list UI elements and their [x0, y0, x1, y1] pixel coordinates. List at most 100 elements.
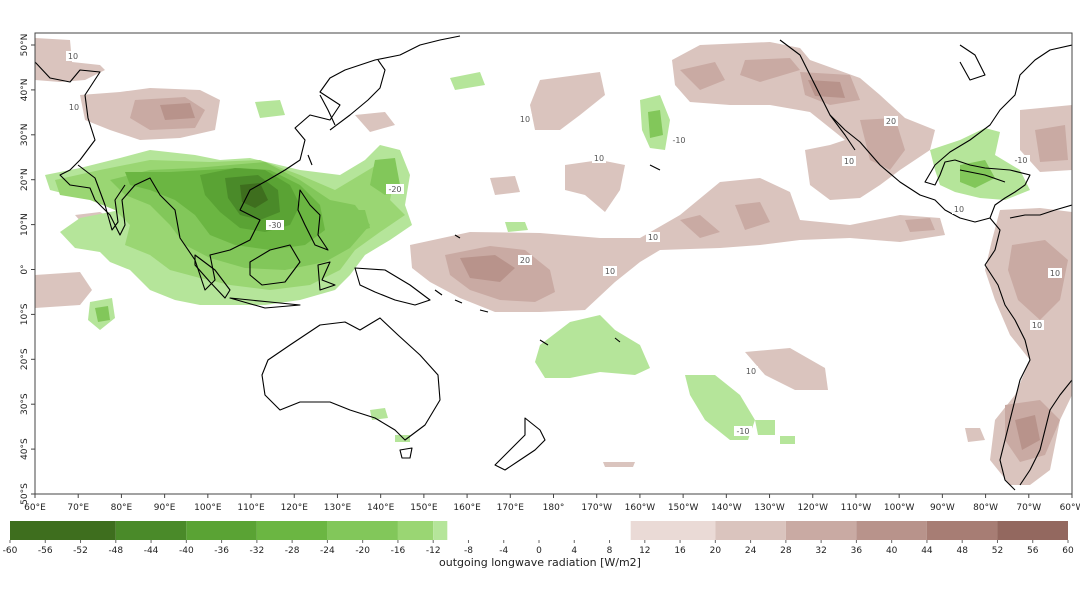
coastline-north-america — [779, 39, 1072, 223]
colorbar-title: outgoing longwave radiation [W/m2] — [439, 556, 641, 569]
coastline-india — [77, 164, 126, 231]
coastline-taiwan — [307, 154, 313, 166]
colorbar-label: 4 — [571, 546, 577, 556]
coastline-islands — [434, 164, 661, 346]
colorbar-label: 12 — [639, 546, 650, 556]
coastline-sulawesi — [317, 261, 336, 291]
contour-label: -10 — [736, 427, 749, 436]
colorbar-label: 40 — [886, 546, 898, 556]
coastline-south-america — [984, 204, 1072, 491]
anomaly-region — [965, 428, 985, 442]
lat-tick-label: 20°S — [20, 348, 30, 370]
contour-label: -10 — [1014, 156, 1027, 165]
anomaly-region — [370, 408, 388, 420]
colorbar-label: -44 — [144, 546, 159, 556]
lon-tick-label: 140°E — [367, 503, 395, 513]
coastline-japan — [329, 59, 386, 131]
colorbar-label: -36 — [214, 546, 229, 556]
anomaly-region — [565, 160, 625, 212]
lat-tick-label: 50°N — [20, 34, 30, 57]
colorbar-label: 20 — [710, 546, 722, 556]
anomaly-region — [490, 176, 520, 195]
anomaly-region — [780, 436, 795, 444]
lon-tick-label: 80°W — [973, 503, 998, 513]
colorbar-swatch — [115, 521, 187, 540]
anomaly-region — [340, 210, 370, 235]
anomaly-region — [740, 58, 800, 82]
lon-tick-label: 110°E — [237, 503, 265, 513]
contour-label: 10 — [746, 367, 756, 376]
colorbar-label: 32 — [815, 546, 826, 556]
colorbar-swatch — [630, 521, 716, 540]
lon-tick-label: 150°W — [668, 503, 699, 513]
lat-tick-label: 10°N — [20, 213, 30, 236]
lon-tick-label: 100°E — [194, 503, 222, 513]
lon-tick-label: 70°W — [1016, 503, 1041, 513]
anomaly-region — [735, 202, 770, 230]
colorbar-label: 56 — [1027, 546, 1039, 556]
colorbar-label: 16 — [674, 546, 686, 556]
lon-tick-label: 160°E — [453, 503, 481, 513]
contour-label: 10 — [954, 205, 964, 214]
lon-tick-label: 100°W — [884, 503, 915, 513]
lon-tick-label: 170°W — [581, 503, 612, 513]
anomaly-region — [860, 118, 905, 170]
contour-label: -20 — [388, 185, 401, 194]
contour-label: 20 — [520, 256, 530, 265]
coastline-cuba — [959, 169, 1006, 183]
lon-tick-label: 80°E — [111, 503, 133, 513]
lat-tick-label: 20°N — [20, 168, 30, 191]
colorbar-swatch — [997, 521, 1068, 540]
lon-tick-label: 60°W — [1060, 503, 1080, 513]
colorbar-label: -40 — [179, 546, 194, 556]
anomaly-region — [905, 218, 935, 232]
colorbar-label: 8 — [607, 546, 613, 556]
colorbar-swatch — [327, 521, 398, 540]
contour-label: -30 — [268, 221, 281, 230]
colorbar-label: 24 — [745, 546, 757, 556]
latitude-axis: 50°N 40°N 30°N 20°N 10°N 0° 10°S 20°S 30°S 40°S 50… — [20, 34, 35, 505]
contour-label: -10 — [672, 136, 685, 145]
contour-label: 10 — [648, 233, 658, 242]
lat-tick-label: 40°N — [20, 79, 30, 102]
colorbar-swatch — [926, 521, 998, 540]
contour-label: 10 — [1050, 269, 1060, 278]
anomaly-region — [680, 62, 725, 90]
colorbar-label: 28 — [780, 546, 792, 556]
lat-tick-label: 40°S — [20, 438, 30, 460]
contour-label: 10 — [69, 103, 79, 112]
colorbar-label: -20 — [355, 546, 370, 556]
colorbar-swatch — [397, 521, 434, 540]
lon-tick-label: 60°E — [24, 503, 46, 513]
anomaly-region — [530, 72, 605, 130]
colorbar-swatch — [433, 521, 448, 540]
anomaly-region — [1008, 240, 1068, 320]
colorbar-swatch — [186, 521, 257, 540]
colorbar-label: -32 — [250, 546, 265, 556]
coastlines — [35, 35, 1072, 491]
lon-tick-label: 160°W — [625, 503, 656, 513]
lon-tick-label: 150°E — [410, 503, 438, 513]
lon-tick-label: 70°E — [67, 503, 89, 513]
colorbar-label: -12 — [426, 546, 441, 556]
contour-labels: 10 10 10 -10 10 -20 -30 10 20 10 20 10 -… — [66, 51, 1062, 436]
positive-anomaly-regions — [35, 38, 1072, 485]
lat-tick-label: 10°S — [20, 303, 30, 325]
colorbar-label: -48 — [108, 546, 123, 556]
lat-tick-label: 0° — [20, 264, 30, 274]
lat-tick-label: 50°S — [20, 483, 30, 505]
anomaly-region — [1035, 125, 1068, 162]
contour-label: 10 — [1032, 321, 1042, 330]
anomaly-region — [680, 215, 720, 238]
contour-label: 10 — [68, 52, 78, 61]
anomaly-region — [603, 462, 635, 467]
anomaly-region — [505, 222, 528, 232]
coastline-hudson — [959, 44, 986, 81]
anomaly-region — [648, 110, 663, 138]
lon-tick-label: 130°W — [754, 503, 785, 513]
anomaly-region — [672, 42, 935, 200]
colorbar-label: -56 — [38, 546, 53, 556]
colorbar-swatch — [10, 521, 116, 540]
anomaly-region — [460, 255, 515, 282]
